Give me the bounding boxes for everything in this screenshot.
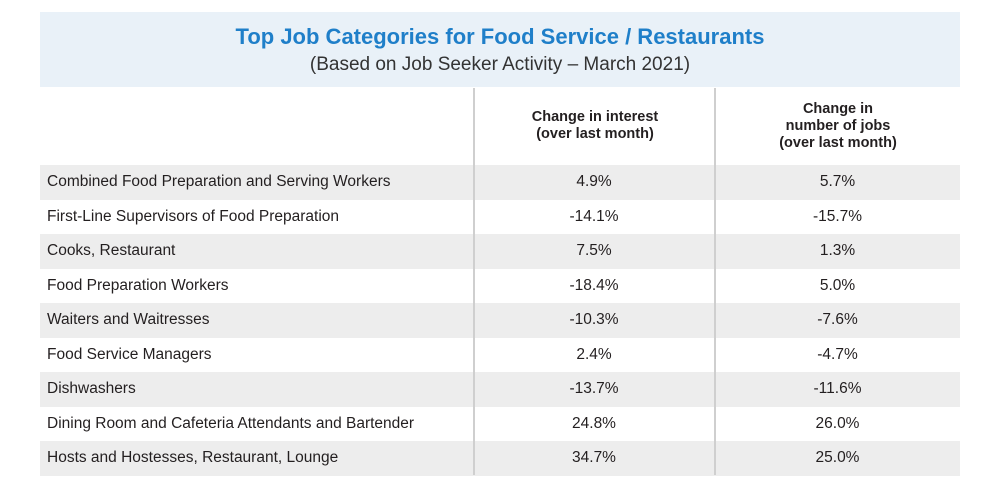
jobs-change-value: -4.7% bbox=[817, 345, 858, 363]
column-header-jobs: Change in number of jobs (over last mont… bbox=[779, 100, 897, 151]
jobs-change-value: 5.0% bbox=[819, 276, 856, 294]
table-row: Waiters and Waitresses -10.3% -7.6% bbox=[40, 303, 960, 338]
table-row: Hosts and Hostesses, Restaurant, Lounge 3… bbox=[40, 441, 960, 476]
row-label: Dining Room and Cafeteria Attendants and… bbox=[47, 414, 415, 432]
column-divider bbox=[714, 88, 716, 475]
table-row: Combined Food Preparation and Serving Wo… bbox=[40, 165, 960, 200]
chart-title: Top Job Categories for Food Service / Re… bbox=[235, 24, 765, 49]
interest-change-value: 24.8% bbox=[572, 414, 616, 432]
table-row: Food Preparation Workers -18.4% 5.0% bbox=[40, 269, 960, 304]
row-label: Dishwashers bbox=[47, 380, 136, 398]
jobs-change-value: -7.6% bbox=[817, 311, 858, 329]
table-row: Cooks, Restaurant 7.5% 1.3% bbox=[40, 234, 960, 269]
row-label: Hosts and Hostesses, Restaurant, Lounge bbox=[47, 449, 339, 467]
interest-change-value: 2.4% bbox=[576, 345, 612, 363]
interest-change-value: 7.5% bbox=[576, 242, 612, 260]
interest-change-value: -13.7% bbox=[569, 380, 619, 398]
jobs-change-value: -11.6% bbox=[813, 380, 862, 398]
interest-change-value: -14.1% bbox=[569, 207, 619, 225]
interest-change-value: -18.4% bbox=[569, 276, 619, 294]
row-label: First-Line Supervisors of Food Preparati… bbox=[47, 207, 340, 225]
table-row: Dining Room and Cafeteria Attendants and… bbox=[40, 407, 960, 442]
table-row: First-Line Supervisors of Food Preparati… bbox=[40, 200, 960, 235]
table-row: Food Service Managers 2.4% -4.7% bbox=[40, 338, 960, 373]
jobs-change-value: 25.0% bbox=[815, 449, 860, 467]
row-label: Cooks, Restaurant bbox=[47, 242, 176, 260]
column-divider bbox=[473, 88, 475, 475]
table-row: Dishwashers -13.7% -11.6% bbox=[40, 372, 960, 407]
chart-header: Top Job Categories for Food Service / Re… bbox=[40, 12, 960, 87]
row-label: Food Service Managers bbox=[47, 345, 212, 363]
jobs-change-value: -15.7% bbox=[812, 207, 863, 225]
interest-change-value: 34.7% bbox=[572, 449, 616, 467]
jobs-change-value: 5.7% bbox=[819, 173, 856, 191]
interest-change-value: 4.9% bbox=[576, 173, 612, 191]
jobs-change-value: 26.0% bbox=[815, 414, 860, 432]
row-label: Waiters and Waitresses bbox=[47, 311, 210, 329]
column-header-interest: Change in interest (over last month) bbox=[531, 109, 659, 142]
table-body: Combined Food Preparation and Serving Wo… bbox=[40, 165, 960, 476]
jobs-change-value: 1.3% bbox=[819, 242, 856, 260]
row-label: Food Preparation Workers bbox=[47, 276, 229, 294]
interest-change-value: -10.3% bbox=[569, 311, 619, 329]
row-label: Combined Food Preparation and Serving Wo… bbox=[47, 173, 391, 191]
chart-subtitle: (Based on Job Seeker Activity – March 20… bbox=[309, 54, 691, 75]
